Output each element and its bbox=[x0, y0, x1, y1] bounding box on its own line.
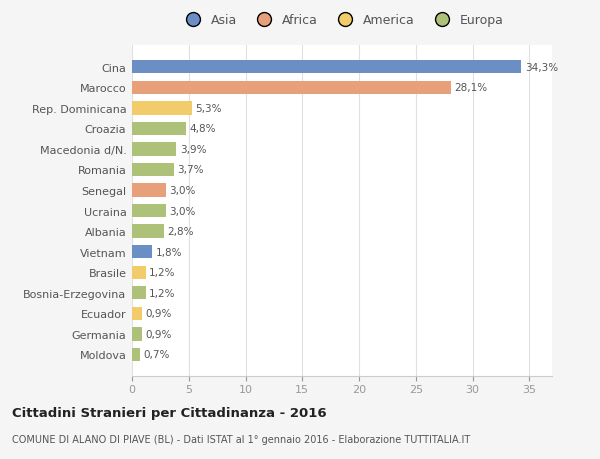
Text: 28,1%: 28,1% bbox=[454, 83, 488, 93]
Bar bbox=[132, 266, 146, 280]
Text: 4,8%: 4,8% bbox=[190, 124, 217, 134]
Text: 1,8%: 1,8% bbox=[156, 247, 182, 257]
Bar bbox=[132, 123, 187, 136]
Text: Cittadini Stranieri per Cittadinanza - 2016: Cittadini Stranieri per Cittadinanza - 2… bbox=[12, 406, 326, 419]
Text: 0,9%: 0,9% bbox=[146, 309, 172, 319]
Text: 3,7%: 3,7% bbox=[178, 165, 204, 175]
Bar bbox=[132, 81, 451, 95]
Text: 5,3%: 5,3% bbox=[196, 104, 222, 113]
Bar bbox=[132, 225, 164, 238]
Text: 3,0%: 3,0% bbox=[169, 185, 196, 196]
Bar bbox=[132, 204, 166, 218]
Text: 3,0%: 3,0% bbox=[169, 206, 196, 216]
Bar bbox=[132, 102, 192, 115]
Text: 1,2%: 1,2% bbox=[149, 288, 176, 298]
Text: 2,8%: 2,8% bbox=[167, 227, 194, 237]
Bar bbox=[132, 328, 142, 341]
Bar bbox=[132, 348, 140, 361]
Text: 0,7%: 0,7% bbox=[143, 350, 170, 360]
Bar bbox=[132, 143, 176, 156]
Text: 3,9%: 3,9% bbox=[179, 145, 206, 155]
Text: 34,3%: 34,3% bbox=[525, 62, 558, 73]
Bar bbox=[132, 61, 521, 74]
Bar bbox=[132, 307, 142, 320]
Bar bbox=[132, 184, 166, 197]
Text: 1,2%: 1,2% bbox=[149, 268, 176, 278]
Bar bbox=[132, 286, 146, 300]
Bar bbox=[132, 246, 152, 259]
Bar bbox=[132, 163, 174, 177]
Legend: Asia, Africa, America, Europa: Asia, Africa, America, Europa bbox=[176, 9, 508, 32]
Text: COMUNE DI ALANO DI PIAVE (BL) - Dati ISTAT al 1° gennaio 2016 - Elaborazione TUT: COMUNE DI ALANO DI PIAVE (BL) - Dati IST… bbox=[12, 434, 470, 444]
Text: 0,9%: 0,9% bbox=[146, 329, 172, 339]
